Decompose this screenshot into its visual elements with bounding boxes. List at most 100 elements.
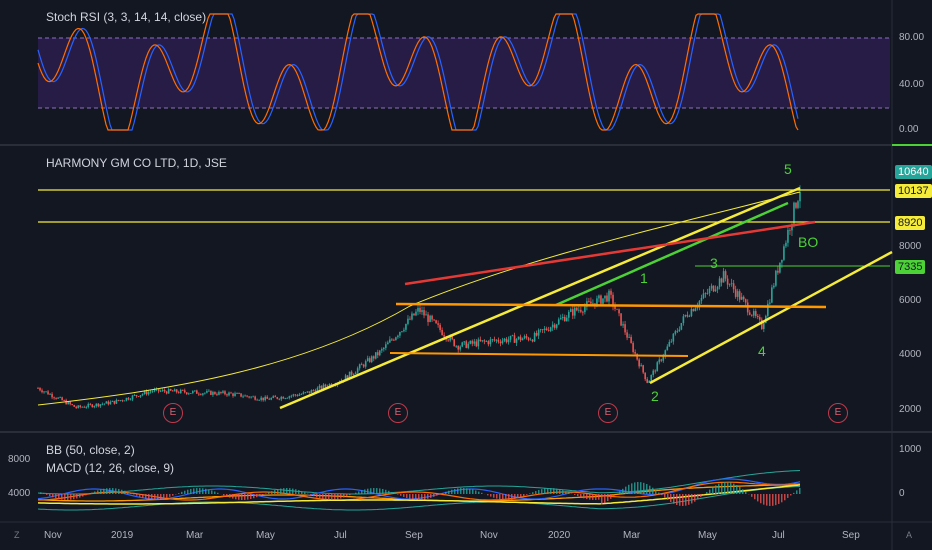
candle-body [535, 332, 538, 336]
auto-scale-button[interactable]: A [906, 530, 913, 540]
time-zone-button[interactable]: Z [14, 530, 20, 540]
candle-body [372, 356, 375, 359]
earnings-marker-3[interactable]: E [598, 403, 618, 423]
macd-histogram-bar [577, 494, 579, 497]
candle-body [270, 397, 273, 400]
macd-histogram-bar [676, 494, 678, 506]
candle-body [443, 335, 445, 337]
candle-body [282, 396, 285, 399]
rsi-title[interactable]: Stoch RSI (3, 3, 14, 14, close) [46, 10, 207, 24]
wave-label-4: 4 [758, 343, 766, 359]
candle-body [676, 331, 679, 332]
macd-tick-1000: 1000 [899, 444, 922, 455]
macd-histogram-bar [724, 482, 726, 494]
macd-histogram-bar [646, 484, 648, 494]
macd-histogram-bar [235, 494, 237, 500]
macd-histogram-bar [373, 488, 375, 494]
macd-histogram-bar [652, 487, 654, 494]
macd-histogram-bar [664, 494, 666, 498]
candle-body [622, 324, 624, 326]
candle-body [650, 374, 653, 381]
macd-histogram-bar [778, 494, 780, 504]
time-label-may-2020: May [698, 530, 717, 541]
candle-body [565, 317, 568, 322]
macd-histogram-bar [232, 494, 234, 499]
candle-body [485, 341, 488, 342]
candle-body [304, 392, 307, 394]
candle-body [145, 391, 148, 395]
macd-histogram-bar [643, 482, 645, 494]
candle-body [760, 319, 763, 329]
candle-body [672, 333, 675, 342]
candle-body [702, 293, 705, 299]
candle-body [232, 393, 234, 396]
candle-body [137, 396, 140, 397]
macd-histogram-bar [727, 482, 729, 494]
candle-body [316, 387, 319, 393]
macd-histogram-bar [502, 494, 504, 500]
candle-body [507, 339, 510, 343]
macd-histogram-bar [370, 488, 372, 494]
earnings-marker-2[interactable]: E [388, 403, 408, 423]
candle-body [513, 335, 516, 343]
candle-body [312, 390, 315, 391]
macd-histogram-bar [544, 488, 546, 494]
macd-histogram-bar [334, 494, 336, 500]
macd-histogram-bar [520, 494, 522, 498]
candle-body [389, 339, 391, 343]
macd-histogram-bar [601, 494, 603, 505]
candle-body [348, 371, 351, 379]
candle-body [185, 392, 188, 395]
candle-body [119, 400, 122, 402]
candle-body [479, 339, 482, 342]
candle-body [437, 323, 439, 325]
candle-body [427, 314, 429, 322]
macd-histogram-bar [427, 494, 429, 499]
candle-body [113, 400, 116, 404]
candle-body [600, 295, 602, 304]
candle-body [149, 391, 152, 393]
candle-body [387, 342, 389, 345]
macd-histogram-bar [247, 494, 249, 500]
candle-body [584, 306, 586, 313]
candle-body [296, 395, 299, 396]
macd-histogram-bar [184, 490, 186, 494]
macd-histogram-bar [745, 491, 747, 494]
macd-histogram-bar [277, 489, 279, 494]
macd-label[interactable]: MACD (12, 26, close, 9) [46, 461, 175, 475]
bb-label[interactable]: BB (50, close, 2) [46, 443, 135, 457]
macd-histogram-bar [442, 493, 444, 494]
candle-body [129, 399, 132, 401]
candle-body [252, 396, 254, 398]
candle-body [574, 307, 576, 316]
candle-body [393, 339, 395, 341]
earnings-marker-4[interactable]: E [828, 403, 848, 423]
candle-body [300, 394, 303, 395]
candle-body [710, 285, 713, 289]
candle-body [322, 384, 325, 389]
candle-body [610, 290, 612, 295]
candle-body [55, 397, 57, 399]
candle-body [598, 295, 600, 299]
macd-histogram-bar [391, 491, 393, 494]
candle-body [551, 324, 554, 328]
candle-body [288, 396, 291, 398]
macd-histogram-bar [754, 494, 756, 500]
symbol-title[interactable]: HARMONY GM CO LTD, 1D, JSE [46, 156, 227, 170]
macd-tick-0: 0 [899, 488, 905, 499]
candle-body [220, 391, 222, 393]
price-tag-10640: 10640 [895, 165, 932, 179]
orange-range-top [395, 302, 827, 309]
candle-body [395, 337, 397, 341]
earnings-marker-1[interactable]: E [163, 403, 183, 423]
candle-body [668, 342, 671, 347]
candle-body [590, 301, 592, 304]
macd-histogram-bar [73, 494, 75, 500]
macd-histogram-bar [790, 494, 792, 496]
candle-body [644, 372, 646, 380]
macd-histogram-bar [649, 485, 651, 494]
candle-body [557, 319, 560, 325]
candle-body [286, 397, 289, 399]
macd-histogram-bar [625, 486, 627, 494]
